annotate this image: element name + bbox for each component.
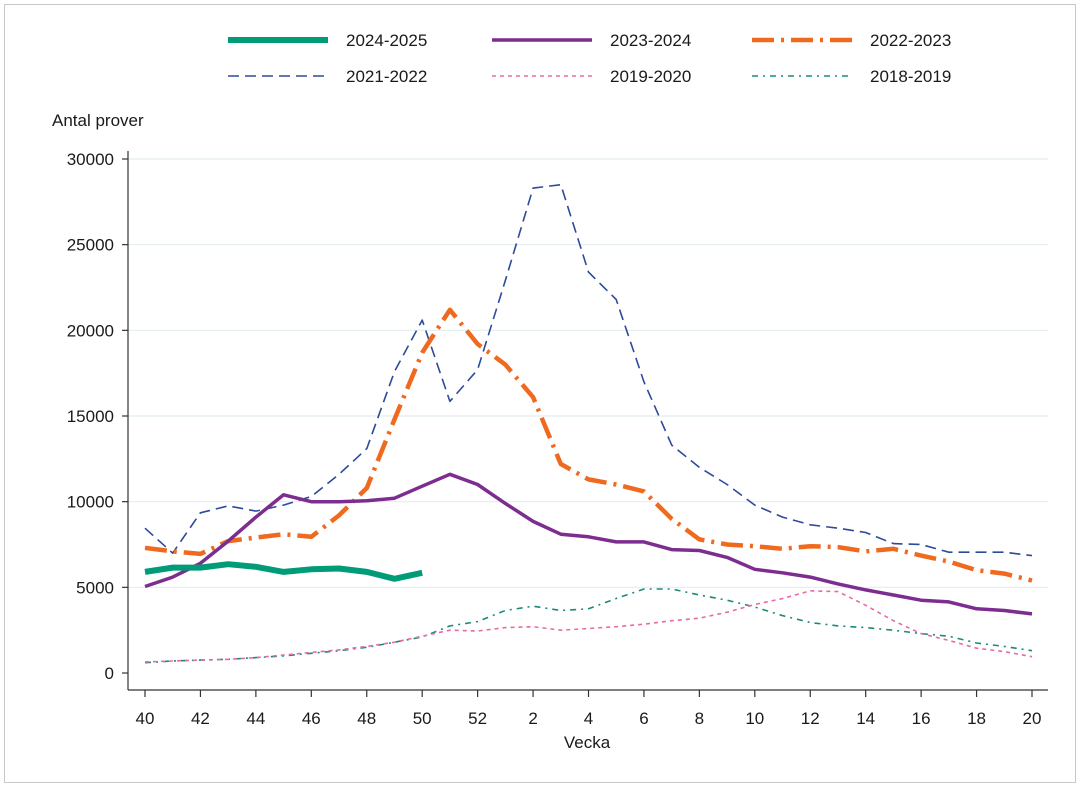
series-line-2018-2019 [144, 588, 1033, 664]
y-ticks: 0 5000 10000 15000 20000 25000 30000 [67, 150, 128, 683]
gridlines [128, 158, 1048, 588]
series-line-2023-2024 [144, 472, 1033, 616]
x-tick-label: 16 [912, 709, 931, 728]
x-tick-label: 40 [136, 709, 155, 728]
series-line-2024-2025 [144, 561, 423, 582]
x-tick-label: 18 [967, 709, 986, 728]
legend-label: 2023-2024 [610, 31, 691, 50]
y-axis-title: Antal prover [52, 111, 144, 130]
series-lines [144, 183, 1033, 664]
x-tick-label: 12 [801, 709, 820, 728]
x-tick-label: 6 [639, 709, 648, 728]
legend-label: 2022-2023 [870, 31, 951, 50]
x-axis-title: Vecka [564, 733, 611, 752]
x-tick-label: 4 [584, 709, 593, 728]
x-ticks: 40 42 44 46 48 50 52 2 4 6 8 10 12 14 16 18 20 [136, 690, 1042, 728]
x-tick-label: 52 [468, 709, 487, 728]
x-tick-label: 42 [191, 709, 210, 728]
y-tick-label: 15000 [67, 407, 114, 426]
x-tick-label: 10 [745, 709, 764, 728]
chart-frame [4, 4, 1076, 783]
x-tick-label: 20 [1023, 709, 1042, 728]
x-tick-label: 8 [695, 709, 704, 728]
y-tick-label: 10000 [67, 493, 114, 512]
legend-label: 2019-2020 [610, 67, 691, 86]
y-tick-label: 30000 [67, 150, 114, 169]
legend-label: 2024-2025 [346, 31, 427, 50]
y-tick-label: 5000 [76, 578, 114, 597]
x-tick-label: 46 [302, 709, 321, 728]
x-tick-label: 48 [357, 709, 376, 728]
series-line-2019-2020 [144, 589, 1033, 663]
x-tick-label: 2 [528, 709, 537, 728]
y-tick-label: 0 [105, 664, 114, 683]
legend-label: 2021-2022 [346, 67, 427, 86]
legend: 2024-2025 2023-2024 2022-2023 2021-2022 2019… [228, 31, 951, 86]
y-tick-label: 20000 [67, 321, 114, 340]
series-line-2022-2023 [144, 307, 1033, 583]
legend-label: 2018-2019 [870, 67, 951, 86]
x-tick-label: 14 [856, 709, 875, 728]
x-tick-label: 50 [413, 709, 432, 728]
y-tick-label: 25000 [67, 236, 114, 255]
x-tick-label: 44 [246, 709, 265, 728]
series-line-2021-2022 [144, 183, 1033, 557]
axes [127, 151, 1048, 691]
